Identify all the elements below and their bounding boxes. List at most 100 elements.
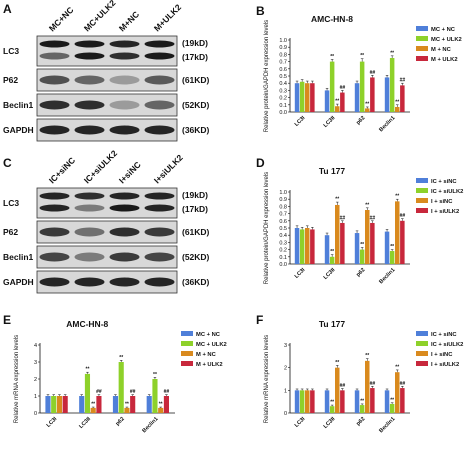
blot-size-label: (36KD) [182, 125, 210, 135]
blot-band [74, 277, 105, 287]
bar [389, 403, 395, 413]
y-tick-label: 0.0 [279, 262, 287, 268]
bar [365, 210, 370, 264]
y-tick-label: 3 [284, 343, 287, 349]
blot-band [109, 192, 140, 200]
legend-swatch [416, 198, 428, 203]
blot-band [144, 192, 175, 200]
y-tick-label: 0.1 [279, 103, 287, 109]
bar [329, 406, 335, 413]
x-category-label: LC3II [323, 267, 337, 281]
x-category-label: LC3I [294, 267, 307, 280]
bar [294, 228, 300, 264]
significance-label: ** [159, 402, 163, 408]
x-category-label: LC3II [78, 416, 92, 430]
x-category-label: LC3I [294, 416, 307, 429]
bar-chart-b: AMC-HN-8 Relative protein/GAPDH expressio… [264, 14, 462, 133]
y-axis-label: Relative protein/GAPDH expression levels [264, 20, 270, 132]
bar-chart-d: Tu 177 Relative protein/GAPDH expression … [264, 166, 463, 285]
x-category-label: Beclin1 [378, 115, 396, 133]
blot-size-label: (19kD) [182, 38, 208, 48]
blot-band [74, 52, 105, 60]
panel-letter-c: C [3, 156, 12, 170]
x-category-label: p62 [355, 416, 366, 427]
y-tick-label: 0 [284, 411, 287, 417]
blot-band [39, 52, 70, 60]
bar [389, 251, 395, 264]
bar [340, 92, 345, 112]
blot-band [39, 277, 70, 287]
blot-band [144, 125, 175, 135]
blot-column-label: IC+siULK2 [82, 148, 119, 185]
bar [299, 390, 305, 413]
significance-label: ## [370, 215, 376, 221]
bar [163, 396, 169, 413]
significance-label: ## [340, 383, 346, 389]
y-tick-label: 0.0 [279, 110, 287, 116]
blot-band [109, 100, 140, 110]
blot-band [109, 204, 140, 212]
significance-label: ## [164, 389, 170, 395]
blot-band [39, 227, 70, 237]
panel-letter-a: A [3, 2, 12, 16]
bar [96, 396, 102, 413]
bar [400, 388, 405, 413]
significance-label: ** [125, 402, 129, 408]
bar [400, 85, 405, 112]
y-tick-label: 1.0 [279, 190, 287, 196]
legend-entry: M + NC [431, 47, 452, 53]
legend-entry: MC + NC [196, 332, 221, 338]
significance-label: ## [340, 215, 346, 221]
bar [340, 390, 345, 413]
blot-band [144, 277, 175, 287]
blot-column-label: MC+ULK2 [82, 0, 118, 33]
blot-band [109, 277, 140, 287]
x-category-label: Beclin1 [378, 267, 396, 285]
bar [294, 390, 300, 413]
significance-label: ** [365, 353, 369, 359]
blot-size-label: (61KD) [182, 75, 210, 85]
blot-strip [36, 245, 178, 269]
panel-letter-f: F [256, 313, 263, 327]
bar [45, 396, 51, 413]
significance-label: ## [130, 389, 136, 395]
blot-row-label: GAPDH [3, 125, 34, 135]
legend-swatch [416, 56, 428, 61]
bar [146, 396, 152, 413]
bar [305, 390, 310, 413]
significance-label: ## [400, 213, 406, 219]
bar [310, 83, 315, 112]
blot-strip [36, 220, 178, 244]
y-tick-label: 0.3 [279, 240, 287, 246]
blot-strip [36, 68, 178, 92]
bar [359, 405, 365, 413]
legend-entry: I + siNC [431, 199, 453, 205]
bar [294, 83, 300, 112]
blot-band [39, 75, 70, 85]
bar [62, 396, 68, 413]
y-tick-label: 0.1 [279, 255, 287, 261]
bar [158, 407, 164, 413]
blot-size-label: (61KD) [182, 227, 210, 237]
legend-entry: M + ULK2 [431, 57, 458, 63]
bar [152, 379, 158, 413]
bar [124, 407, 130, 413]
y-tick-label: 0.7 [279, 60, 287, 66]
blot-band [39, 125, 70, 135]
bar [324, 390, 330, 413]
y-tick-label: 0.9 [279, 45, 287, 51]
chart-title: Tu 177 [319, 319, 346, 329]
blot-band [144, 252, 175, 262]
panel-letter-d: D [256, 156, 265, 170]
bar [395, 372, 400, 413]
blot-band [39, 100, 70, 110]
bar [335, 367, 340, 413]
legend-swatch [181, 351, 193, 356]
y-tick-label: 0.8 [279, 204, 287, 210]
blot-row-label: LC3 [3, 46, 19, 56]
blot-size-label: (19kD) [182, 190, 208, 200]
significance-label: ** [330, 54, 334, 60]
bar [384, 231, 390, 264]
bar [299, 81, 305, 112]
